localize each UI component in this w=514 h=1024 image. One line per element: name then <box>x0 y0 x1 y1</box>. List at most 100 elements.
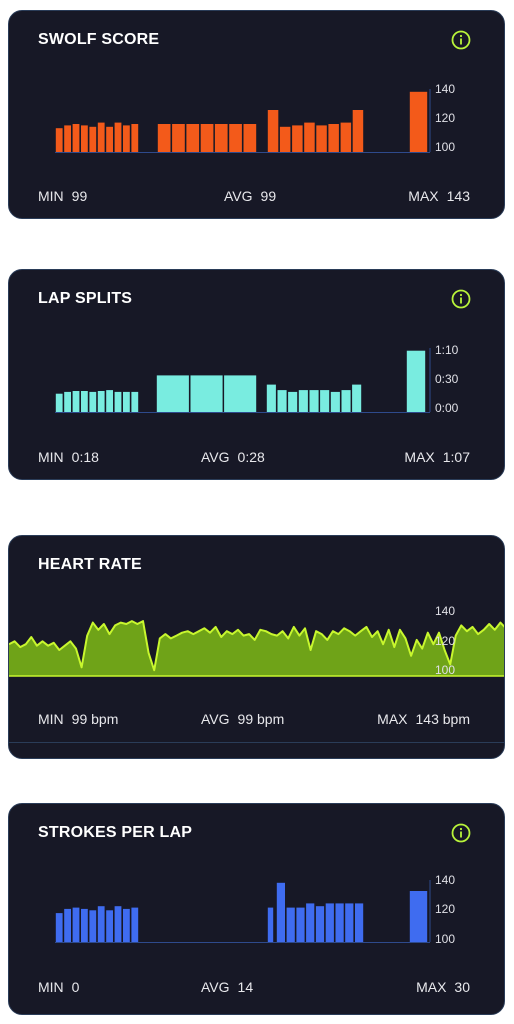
bar <box>123 391 130 412</box>
bar <box>200 124 214 152</box>
min-stat: MIN 99 bpm <box>38 711 119 727</box>
heart-rate-chart: 140 120 100 <box>9 604 504 677</box>
bar <box>335 903 344 942</box>
strokes-chart: 140 120 100 <box>55 873 455 946</box>
bar <box>320 390 330 412</box>
bar <box>123 908 130 942</box>
bar <box>288 391 298 412</box>
y-tick-label: 1:10 <box>435 343 459 357</box>
bar <box>340 122 352 152</box>
swolf-chart: 140 120 100 <box>55 82 455 154</box>
bar <box>352 110 364 152</box>
y-tick-label: 0:00 <box>435 401 459 415</box>
bar <box>304 122 315 152</box>
bar <box>64 125 71 152</box>
bar <box>123 125 130 152</box>
y-tick-label: 120 <box>435 111 455 125</box>
bar <box>296 907 305 942</box>
lap-splits-chart: 1:10 0:30 0:00 <box>55 343 459 415</box>
bar <box>156 375 189 412</box>
y-tick-label: 140 <box>435 873 455 887</box>
bar <box>277 390 287 412</box>
y-tick-label: 120 <box>435 634 455 648</box>
bar <box>341 390 351 412</box>
bar <box>409 891 428 942</box>
bar <box>131 907 139 942</box>
bar <box>330 391 340 412</box>
avg-stat: AVG 99 <box>224 188 277 204</box>
bar <box>114 391 122 412</box>
bar <box>157 124 171 152</box>
avg-stat: AVG 0:28 <box>201 449 265 465</box>
y-tick-label: 0:30 <box>435 372 459 386</box>
avg-stat: AVG 99 bpm <box>201 711 285 727</box>
bar <box>224 375 257 412</box>
y-tick-label: 100 <box>435 140 455 154</box>
bar <box>355 903 364 942</box>
bar <box>55 128 63 152</box>
y-tick-label: 140 <box>435 604 455 618</box>
bar <box>186 124 200 152</box>
bar <box>267 907 274 942</box>
bar <box>309 390 319 412</box>
min-stat: MIN 99 <box>38 188 88 204</box>
bar <box>406 350 426 412</box>
bar <box>97 122 105 152</box>
info-icon[interactable] <box>451 289 471 309</box>
card-title: LAP SPLITS <box>38 290 133 307</box>
max-stat: MAX 143 <box>408 188 470 204</box>
bar <box>266 384 276 412</box>
avg-stat: AVG 14 <box>201 979 254 995</box>
bar <box>72 391 80 412</box>
bar <box>81 908 88 942</box>
heart-rate-card: HEART RATE 140 120 100 MIN 99 bpm AVG 99 bpm… <box>8 535 505 759</box>
bar <box>298 390 308 412</box>
bar <box>172 124 185 152</box>
bar <box>243 124 257 152</box>
bar <box>64 391 71 412</box>
card-title: HEART RATE <box>38 556 142 573</box>
bar <box>72 907 80 942</box>
bar <box>64 908 71 942</box>
info-icon[interactable] <box>451 30 471 50</box>
bar <box>81 125 88 152</box>
y-tick-label: 100 <box>435 932 455 946</box>
swolf-score-card: SWOLF SCORE 140 120 100 MIN 99 AVG 99 MAX 143 <box>8 10 505 219</box>
max-stat: MAX 1:07 <box>404 449 470 465</box>
bar <box>292 125 303 152</box>
bar <box>106 390 113 412</box>
y-tick-label: 100 <box>435 663 455 677</box>
bar <box>55 913 63 942</box>
bar <box>345 903 354 942</box>
y-tick-label: 140 <box>435 82 455 96</box>
bar <box>55 393 63 412</box>
bar <box>279 126 291 152</box>
bar <box>316 125 327 152</box>
max-stat: MAX 30 <box>416 979 470 995</box>
bar <box>89 391 97 412</box>
info-icon[interactable] <box>451 823 471 843</box>
bar <box>328 124 339 152</box>
lap-splits-card: LAP SPLITS 1:10 0:30 0:00 MIN 0:18 AVG 0:28 … <box>8 269 505 480</box>
bar <box>214 124 228 152</box>
card-title: SWOLF SCORE <box>38 31 160 48</box>
bar <box>315 906 325 942</box>
bar <box>131 391 139 412</box>
max-stat: MAX 143 bpm <box>377 711 470 727</box>
heart-rate-line <box>9 620 504 672</box>
bar <box>325 903 334 942</box>
bar <box>306 903 315 942</box>
bar <box>72 124 80 152</box>
min-stat: MIN 0 <box>38 979 80 995</box>
bar <box>190 375 223 412</box>
bar <box>409 91 428 152</box>
divider <box>9 742 504 743</box>
y-tick-label: 120 <box>435 902 455 916</box>
min-stat: MIN 0:18 <box>38 449 99 465</box>
card-title: STROKES PER LAP <box>38 824 193 841</box>
bar <box>276 882 285 942</box>
bar <box>229 124 242 152</box>
heart-rate-area <box>9 621 504 676</box>
bar <box>106 126 113 152</box>
strokes-per-lap-card: STROKES PER LAP 140 120 100 MIN 0 AVG 14 MAX… <box>8 803 505 1015</box>
